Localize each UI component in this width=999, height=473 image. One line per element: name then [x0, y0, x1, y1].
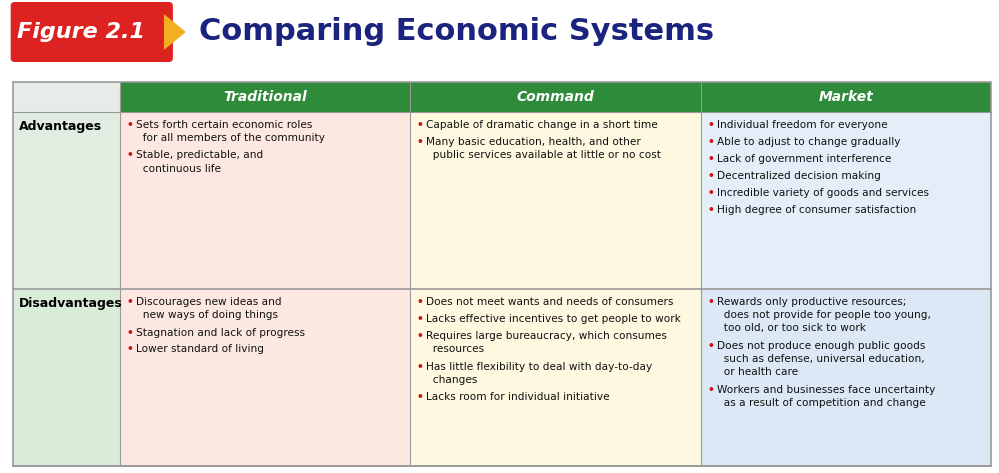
Text: Lacks effective incentives to get people to work: Lacks effective incentives to get people… — [427, 314, 681, 324]
Text: •: • — [418, 331, 428, 341]
Text: •: • — [418, 297, 428, 307]
Bar — [411, 289, 700, 466]
Text: •: • — [127, 150, 138, 160]
Text: Figure 2.1: Figure 2.1 — [17, 22, 145, 42]
Text: Traditional: Traditional — [224, 90, 307, 104]
FancyBboxPatch shape — [11, 2, 173, 62]
Text: •: • — [418, 314, 428, 324]
Text: •: • — [418, 137, 428, 147]
Text: •: • — [127, 297, 138, 307]
Polygon shape — [164, 14, 186, 50]
Text: Disadvantages: Disadvantages — [19, 297, 123, 310]
Bar — [411, 112, 700, 289]
Bar — [13, 289, 120, 466]
Text: Market: Market — [818, 90, 873, 104]
Text: Comparing Economic Systems: Comparing Economic Systems — [199, 18, 714, 46]
Text: Capable of dramatic change in a short time: Capable of dramatic change in a short ti… — [427, 120, 658, 130]
Text: •: • — [707, 188, 718, 198]
Text: Stagnation and lack of progress: Stagnation and lack of progress — [136, 327, 305, 338]
Text: •: • — [418, 361, 428, 371]
Text: •: • — [707, 341, 718, 351]
Text: •: • — [707, 385, 718, 395]
Text: Does not meet wants and needs of consumers: Does not meet wants and needs of consume… — [427, 297, 673, 307]
Text: •: • — [127, 327, 138, 338]
Text: •: • — [707, 120, 718, 130]
Bar — [700, 112, 991, 289]
Text: Does not produce enough public goods
  such as defense, universal education,
  o: Does not produce enough public goods suc… — [716, 341, 925, 377]
Text: Incredible variety of goods and services: Incredible variety of goods and services — [716, 188, 929, 198]
Bar — [700, 289, 991, 466]
Text: •: • — [418, 120, 428, 130]
Text: Discourages new ideas and
  new ways of doing things: Discourages new ideas and new ways of do… — [136, 297, 282, 320]
Text: •: • — [707, 154, 718, 164]
Text: Has little flexibility to deal with day-to-day
  changes: Has little flexibility to deal with day-… — [427, 361, 652, 385]
Text: Lack of government interference: Lack of government interference — [716, 154, 891, 164]
Text: •: • — [127, 120, 138, 130]
Bar — [120, 82, 411, 112]
Text: Workers and businesses face uncertainty
  as a result of competition and change: Workers and businesses face uncertainty … — [716, 385, 935, 408]
Text: Advantages: Advantages — [19, 120, 102, 133]
Text: Lacks room for individual initiative: Lacks room for individual initiative — [427, 392, 610, 402]
Text: Sets forth certain economic roles
  for all members of the community: Sets forth certain economic roles for al… — [136, 120, 325, 143]
Bar — [13, 112, 120, 289]
Bar — [13, 82, 991, 466]
Text: •: • — [418, 392, 428, 402]
Text: Decentralized decision making: Decentralized decision making — [716, 171, 880, 181]
Bar — [700, 82, 991, 112]
Text: Able to adjust to change gradually: Able to adjust to change gradually — [716, 137, 900, 147]
Text: Many basic education, health, and other
  public services available at little or: Many basic education, health, and other … — [427, 137, 661, 160]
Bar — [120, 289, 411, 466]
Bar — [411, 82, 700, 112]
Bar — [13, 82, 120, 112]
Text: •: • — [707, 297, 718, 307]
Text: Individual freedom for everyone: Individual freedom for everyone — [716, 120, 887, 130]
Bar — [13, 82, 991, 466]
Text: Lower standard of living: Lower standard of living — [136, 344, 264, 354]
Text: Requires large bureaucracy, which consumes
  resources: Requires large bureaucracy, which consum… — [427, 331, 667, 354]
Text: •: • — [127, 344, 138, 354]
Text: Rewards only productive resources;
  does not provide for people too young,
  to: Rewards only productive resources; does … — [716, 297, 930, 333]
Bar — [120, 112, 411, 289]
Text: High degree of consumer satisfaction: High degree of consumer satisfaction — [716, 205, 916, 215]
Text: •: • — [707, 171, 718, 181]
Text: Command: Command — [516, 90, 594, 104]
Text: Stable, predictable, and
  continuous life: Stable, predictable, and continuous life — [136, 150, 264, 174]
Text: •: • — [707, 137, 718, 147]
Text: •: • — [707, 205, 718, 215]
